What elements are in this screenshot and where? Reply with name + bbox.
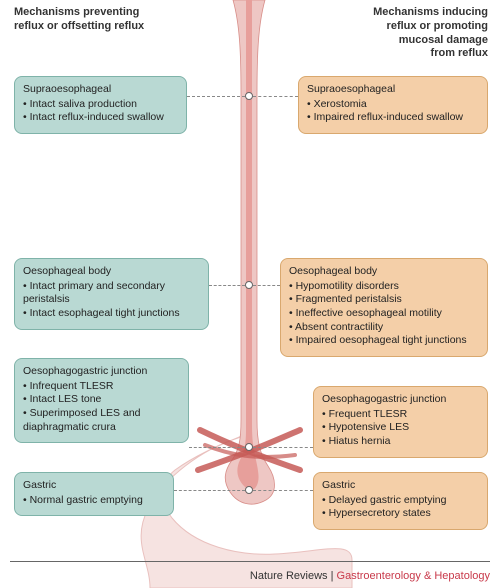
footer-divider [10,561,490,562]
list-item: Superimposed LES and diaphragmatic crura [23,407,180,434]
body-left-title: Oesophageal body [23,265,200,279]
supra-right-list: XerostomiaImpaired reflux-induced swallo… [307,98,479,125]
list-item: Hiatus hernia [322,435,479,449]
leader-ogj-left [189,447,245,448]
list-item: Intact esophageal tight junctions [23,307,200,321]
list-item: Hypomotility disorders [289,280,479,294]
list-item: Delayed gastric emptying [322,494,479,508]
supra-left-list: Intact saliva productionIntact reflux-in… [23,98,178,125]
marker-ogj [245,443,253,451]
list-item: Ineffective oesophageal motility [289,307,479,321]
list-item: Intact LES tone [23,393,180,407]
list-item: Intact reflux-induced swallow [23,111,178,125]
marker-body [245,281,253,289]
leader-supra-left [187,96,245,97]
ogj-left: Oesophagogastric junctionInfrequent TLES… [14,358,189,443]
list-item: Xerostomia [307,98,479,112]
list-item: Intact primary and secondary peristalsis [23,280,200,307]
list-item: Absent contractility [289,321,479,335]
leader-gastric-right [253,490,313,491]
list-item: Fragmented peristalsis [289,293,479,307]
list-item: Infrequent TLESR [23,380,180,394]
list-item: Hypersecretory states [322,507,479,521]
supra-right-title: Supraoesophageal [307,83,479,97]
footer-section: Gastroenterology & Hepatology [337,570,490,582]
list-item: Impaired oesophageal tight junctions [289,334,479,348]
gastric-left-title: Gastric [23,479,165,493]
gastric-right: GastricDelayed gastric emptyingHypersecr… [313,472,488,530]
marker-gastric [245,486,253,494]
ogj-right: Oesophagogastric junctionFrequent TLESRH… [313,386,488,458]
list-item: Frequent TLESR [322,408,479,422]
supra-right: SupraoesophagealXerostomiaImpaired reflu… [298,76,488,134]
gastric-left: GastricNormal gastric emptying [14,472,174,516]
header-left: Mechanisms preventingreflux or offsettin… [14,6,194,34]
supra-left-title: Supraoesophageal [23,83,178,97]
footer-journal: Nature Reviews [250,570,328,582]
list-item: Impaired reflux-induced swallow [307,111,479,125]
gastric-right-title: Gastric [322,479,479,493]
leader-body-right [253,285,280,286]
list-item: Intact saliva production [23,98,178,112]
ogj-right-title: Oesophagogastric junction [322,393,479,407]
ogj-left-list: Infrequent TLESRIntact LES toneSuperimpo… [23,380,180,435]
leader-supra-right [253,96,298,97]
supra-left: SupraoesophagealIntact saliva production… [14,76,187,134]
diagram-canvas: Mechanisms preventingreflux or offsettin… [0,0,500,588]
body-right: Oesophageal bodyHypomotility disordersFr… [280,258,488,357]
body-right-title: Oesophageal body [289,265,479,279]
ogj-left-title: Oesophagogastric junction [23,365,180,379]
footer-credit: Nature Reviews | Gastroenterology & Hepa… [250,570,490,582]
leader-body-left [209,285,245,286]
leader-ogj-right [253,447,313,448]
body-left: Oesophageal bodyIntact primary and secon… [14,258,209,330]
leader-gastric-left [174,490,245,491]
gastric-right-list: Delayed gastric emptyingHypersecretory s… [322,494,479,521]
ogj-right-list: Frequent TLESRHypotensive LESHiatus hern… [322,408,479,449]
body-left-list: Intact primary and secondary peristalsis… [23,280,200,321]
gastric-left-list: Normal gastric emptying [23,494,165,508]
list-item: Normal gastric emptying [23,494,165,508]
body-right-list: Hypomotility disordersFragmented perista… [289,280,479,348]
marker-supra [245,92,253,100]
header-right: Mechanisms inducingreflux or promotingmu… [338,6,488,61]
list-item: Hypotensive LES [322,421,479,435]
